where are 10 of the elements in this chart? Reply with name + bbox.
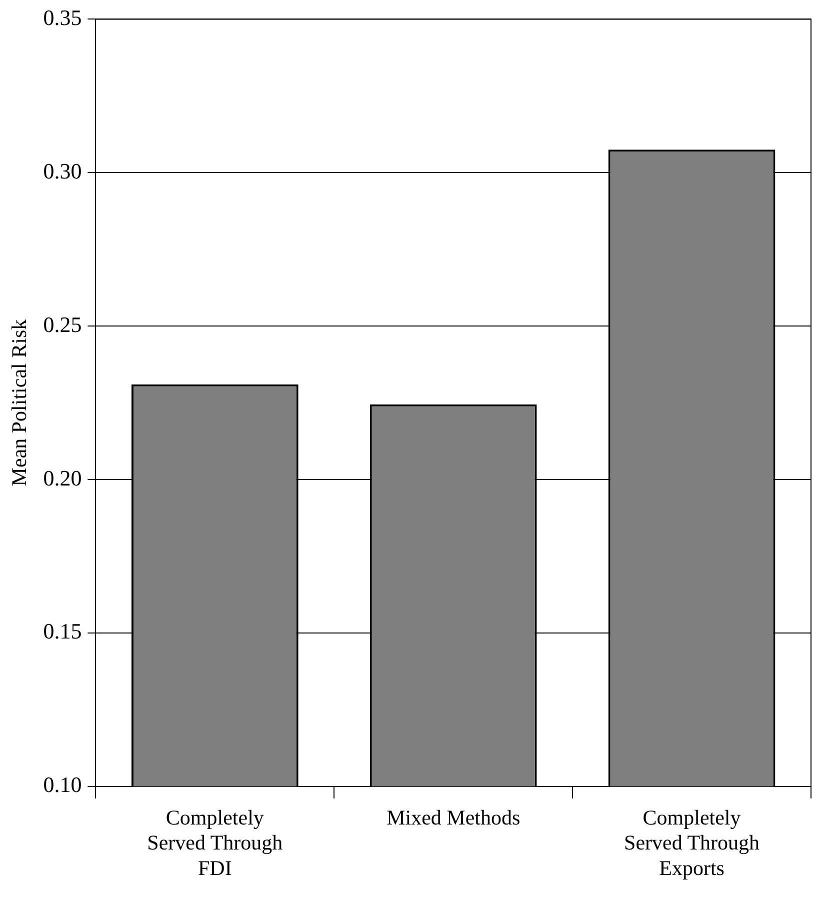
x-tick-label: Mixed Methods bbox=[386, 806, 520, 830]
y-tick-label: 0.35 bbox=[43, 4, 82, 30]
x-tick-label: Completely Served Through FDI bbox=[147, 806, 284, 880]
y-tick-label: 0.10 bbox=[43, 772, 82, 798]
y-tick-label: 0.30 bbox=[43, 158, 82, 184]
y-tick-label: 0.20 bbox=[43, 465, 82, 490]
y-tick-label: 0.15 bbox=[43, 618, 82, 644]
x-tick-label: Completely Served Through Exports bbox=[624, 806, 760, 880]
y-axis-title: Mean Political Risk bbox=[7, 318, 32, 486]
y-tick-label: 0.25 bbox=[43, 312, 82, 337]
